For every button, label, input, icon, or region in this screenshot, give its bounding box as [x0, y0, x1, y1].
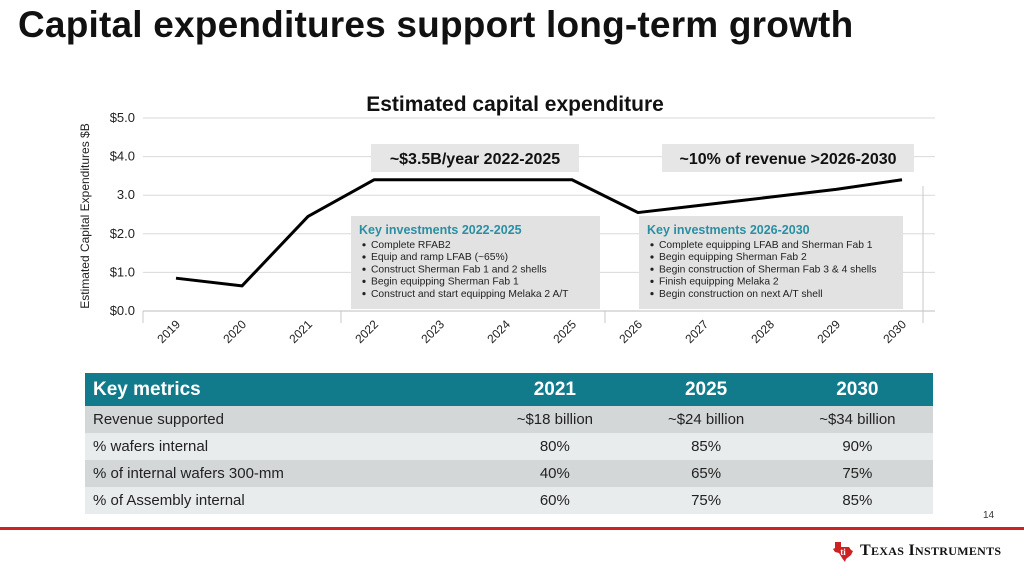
- key-investments-item: Complete RFAB2: [371, 240, 451, 251]
- x-tick-label: 2030: [880, 317, 909, 346]
- table-cell: 75%: [781, 460, 933, 487]
- y-tick-label: 3.0: [117, 187, 135, 202]
- texas-instruments-logo: ti TEXAS INSTRUMENTS: [832, 540, 1001, 562]
- svg-text:ti: ti: [840, 547, 846, 557]
- y-tick-label: $1.0: [110, 264, 135, 279]
- bullet-icon: [650, 267, 654, 271]
- table-cell: 75%: [630, 487, 782, 514]
- bullet-icon: [362, 279, 366, 283]
- x-tick-label: 2024: [484, 317, 513, 346]
- bullet-icon: [362, 243, 366, 247]
- table-cell: 40%: [479, 460, 631, 487]
- bullet-icon: [650, 279, 654, 283]
- key-metrics-table: Key metrics 2021 2025 2030 Revenue suppo…: [85, 373, 933, 514]
- key-investments-item: Finish equipping Melaka 2: [659, 277, 779, 288]
- page-number: 14: [983, 510, 995, 521]
- y-tick-label: $5.0: [110, 110, 135, 125]
- key-investments-item: Complete equipping LFAB and Sherman Fab …: [659, 240, 873, 251]
- chart-title: Estimated capital expenditure: [366, 93, 664, 116]
- x-tick-label: 2023: [418, 317, 447, 346]
- table-cell: 85%: [781, 487, 933, 514]
- bullet-icon: [650, 255, 654, 259]
- key-investments-item: Begin construction on next A/T shell: [659, 289, 823, 300]
- x-tick-label: 2019: [154, 317, 183, 346]
- bullet-icon: [362, 267, 366, 271]
- key-investments-box: [639, 216, 903, 309]
- table-row: % of Assembly internal 60% 75% 85%: [85, 487, 933, 514]
- x-tick-label: 2025: [550, 317, 579, 346]
- table-row: % wafers internal 80% 85% 90%: [85, 433, 933, 460]
- x-tick-label: 2020: [220, 317, 249, 346]
- logo-wordmark: TEXAS INSTRUMENTS: [860, 542, 1002, 559]
- annotation-label: ~$3.5B/year 2022-2025: [390, 151, 560, 168]
- texas-state-icon: ti: [833, 542, 853, 562]
- x-tick-label: 2029: [814, 317, 843, 346]
- key-investments-box: [351, 216, 600, 309]
- table-cell: 80%: [479, 433, 631, 460]
- x-tick-label: 2021: [286, 317, 315, 346]
- x-tick-label: 2022: [352, 317, 381, 346]
- table-cell: 65%: [630, 460, 782, 487]
- annotation-label-box: [662, 144, 914, 172]
- table-cell: Revenue supported: [85, 406, 480, 433]
- bullet-icon: [650, 243, 654, 247]
- bullet-icon: [362, 292, 366, 296]
- key-investments-title: Key investments 2022-2025: [359, 223, 522, 237]
- capex-series-line: [175, 178, 903, 288]
- footer-divider: [0, 527, 1024, 530]
- table-row: Revenue supported ~$18 billion ~$24 bill…: [85, 406, 933, 433]
- table-header-2025: 2025: [630, 373, 782, 406]
- table-cell: 60%: [479, 487, 631, 514]
- y-axis-label: Estimated Capital Expenditures $B: [78, 123, 92, 308]
- table-cell: ~$24 billion: [630, 406, 782, 433]
- table-cell: ~$18 billion: [479, 406, 631, 433]
- key-investments-item: Begin equipping Sherman Fab 1: [371, 277, 519, 288]
- bullet-icon: [362, 255, 366, 259]
- x-tick-label: 2027: [682, 317, 711, 346]
- table-row: % of internal wafers 300-mm 40% 65% 75%: [85, 460, 933, 487]
- table-cell: % of Assembly internal: [85, 487, 480, 514]
- slide-title: Capital expenditures support long-term g…: [18, 4, 854, 45]
- key-investments-item: Equip and ramp LFAB (~65%): [371, 252, 508, 263]
- y-tick-label: $0.0: [110, 303, 135, 318]
- table-cell: % wafers internal: [85, 433, 480, 460]
- key-investments-item: Begin construction of Sherman Fab 3 & 4 …: [659, 264, 877, 275]
- key-investments-item: Construct Sherman Fab 1 and 2 shells: [371, 264, 547, 275]
- key-investments-title: Key investments 2026-2030: [647, 223, 810, 237]
- key-investments-item: Construct and start equipping Melaka 2 A…: [371, 289, 569, 300]
- table-header-row: Key metrics 2021 2025 2030: [85, 373, 933, 406]
- table-header-key-metrics: Key metrics: [85, 373, 480, 406]
- table-header-2021: 2021: [479, 373, 631, 406]
- table-cell: 85%: [630, 433, 782, 460]
- table-header-2030: 2030: [781, 373, 933, 406]
- table-cell: 90%: [781, 433, 933, 460]
- table-cell: % of internal wafers 300-mm: [85, 460, 480, 487]
- bullet-icon: [650, 292, 654, 296]
- y-tick-label: $4.0: [110, 149, 135, 164]
- key-investments-item: Begin equipping Sherman Fab 2: [659, 252, 807, 263]
- table-cell: ~$34 billion: [781, 406, 933, 433]
- annotation-label: ~10% of revenue >2026-2030: [679, 151, 896, 168]
- x-tick-label: 2028: [748, 317, 777, 346]
- x-tick-label: 2026: [616, 317, 645, 346]
- annotation-label-box: [371, 144, 579, 172]
- y-tick-label: $2.0: [110, 226, 135, 241]
